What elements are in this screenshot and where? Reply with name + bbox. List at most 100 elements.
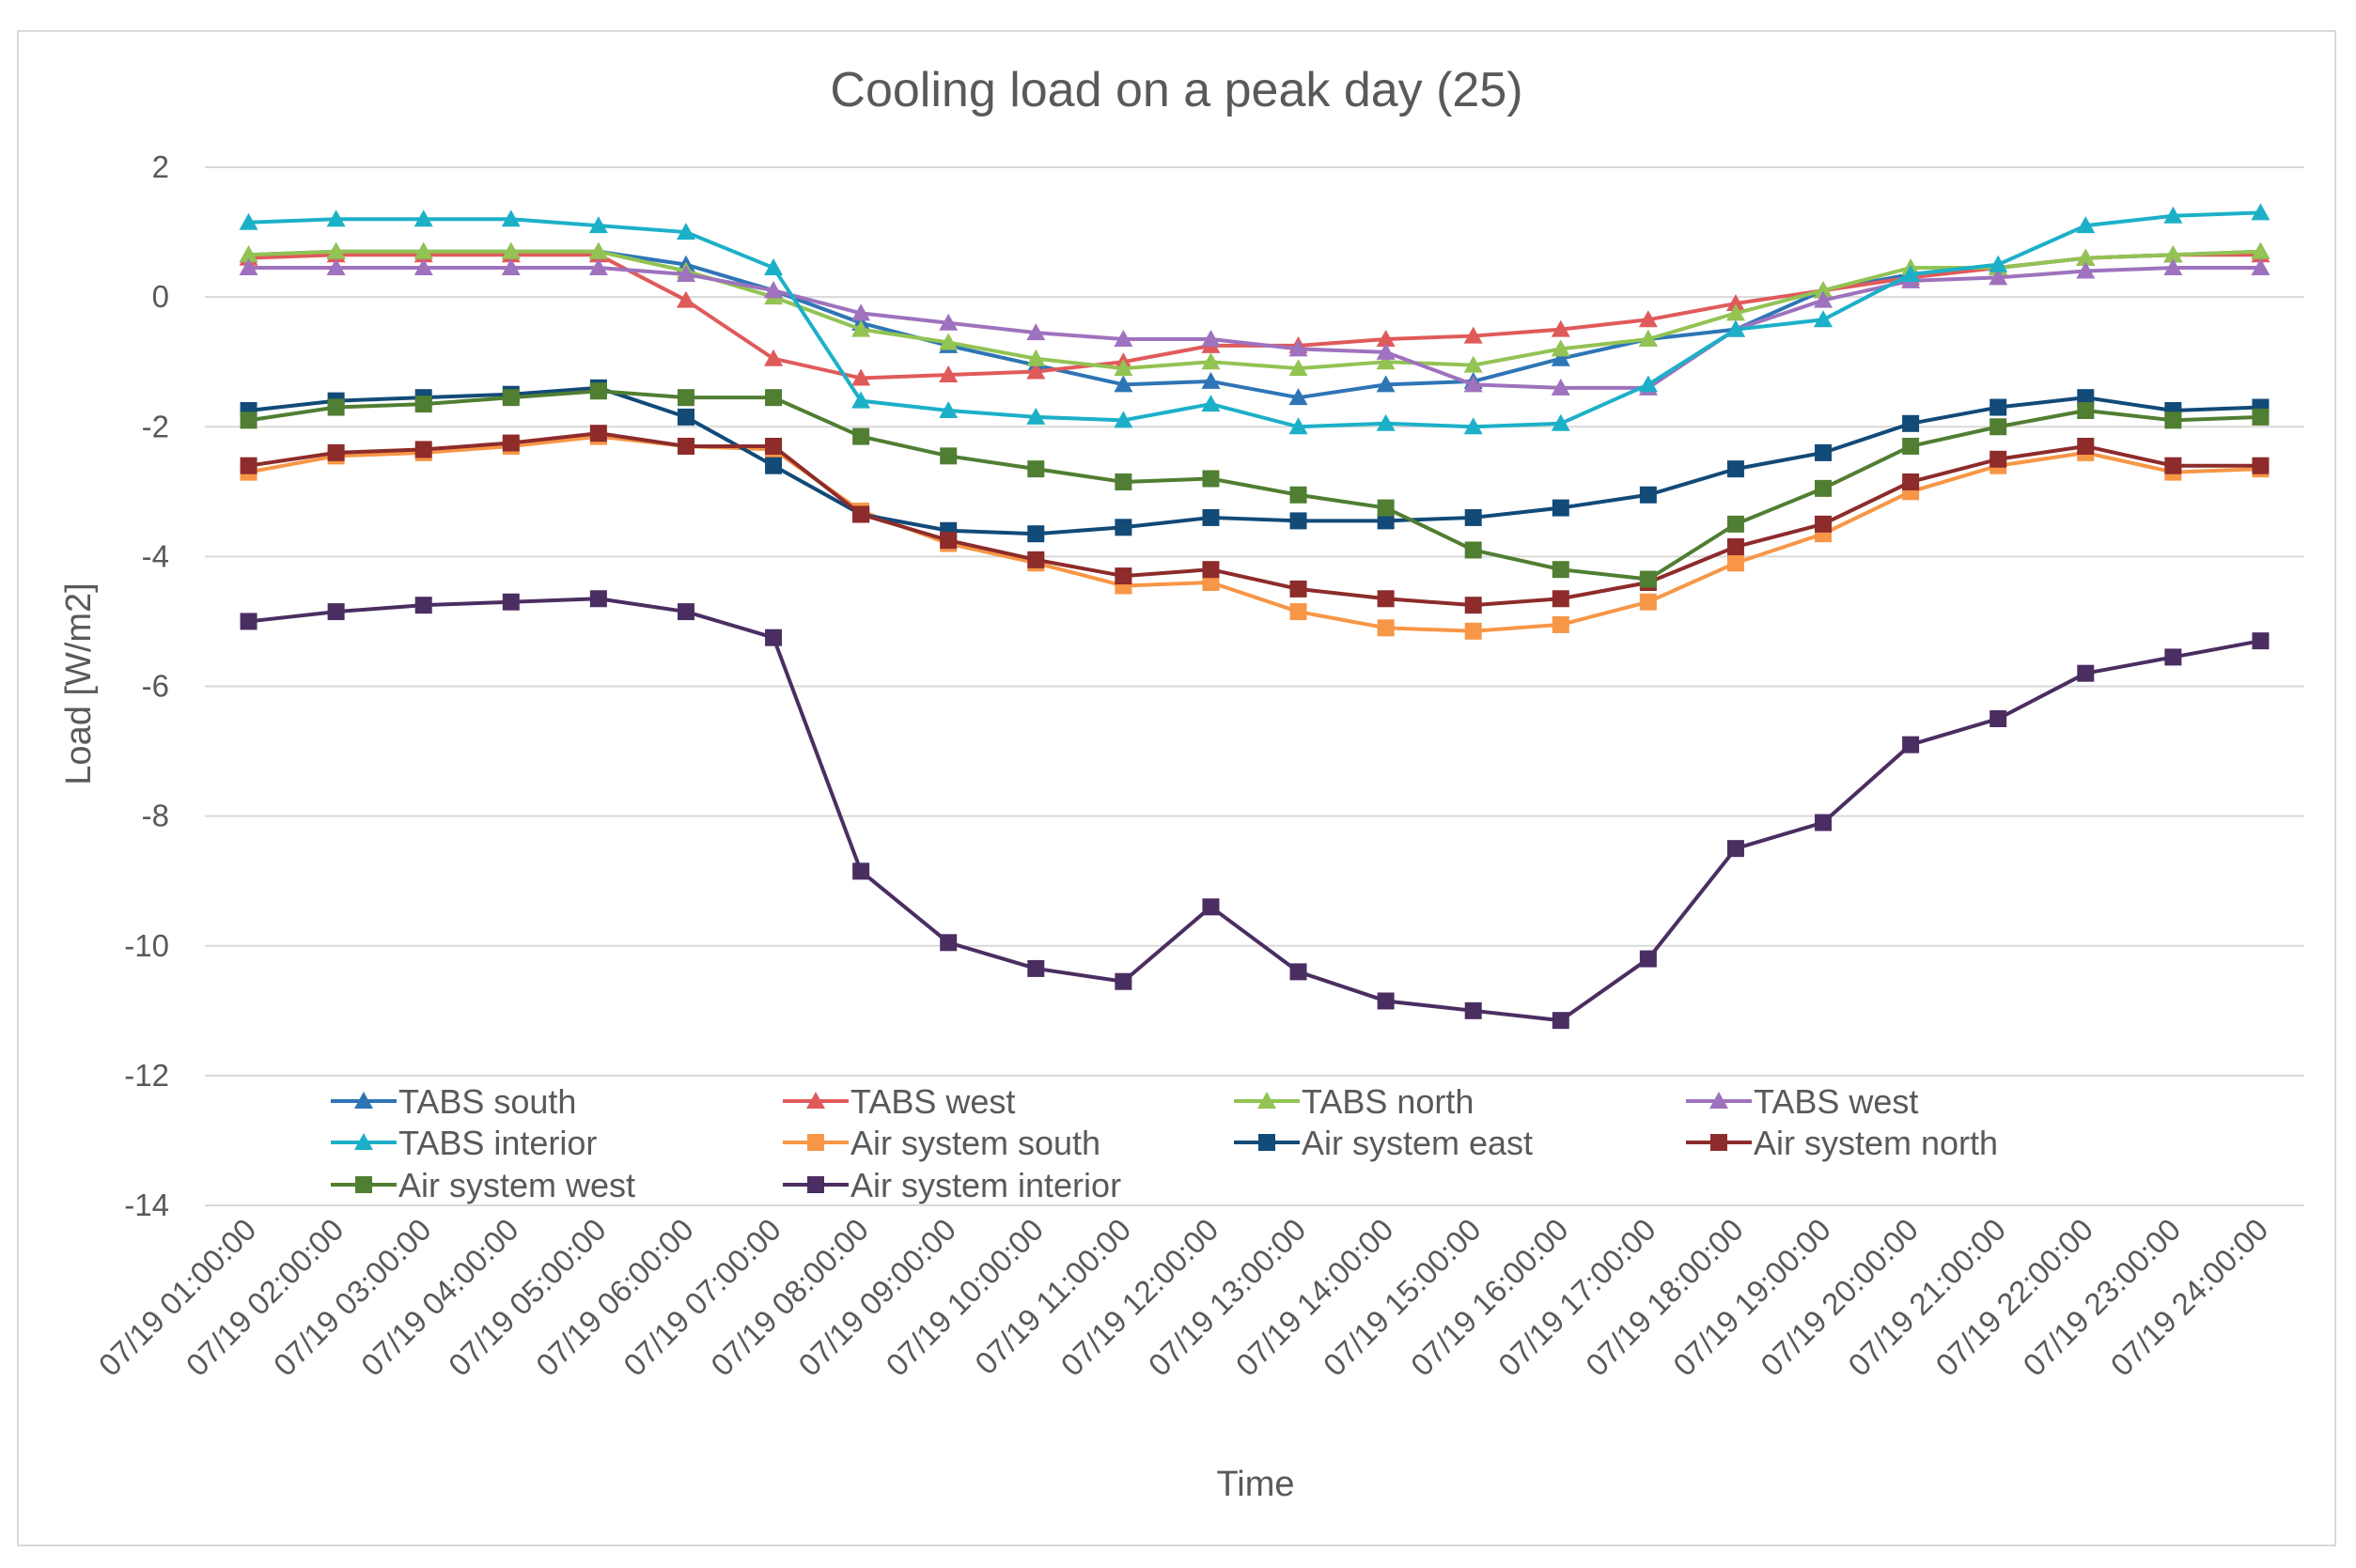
data-point bbox=[1989, 418, 2007, 436]
legend-item: Air system interior bbox=[783, 1166, 1121, 1204]
x-tick-label: 07/19 17:00:00 bbox=[1491, 1212, 1662, 1383]
y-tick-label: -10 bbox=[124, 928, 169, 963]
data-point bbox=[2077, 401, 2095, 419]
legend-item: TABS south bbox=[331, 1082, 576, 1121]
series-line bbox=[248, 210, 2261, 429]
data-point bbox=[677, 437, 694, 455]
series-tabs-north bbox=[239, 241, 2270, 377]
data-point bbox=[2076, 248, 2096, 266]
legend-label: TABS interior bbox=[398, 1124, 597, 1162]
data-point bbox=[588, 241, 608, 259]
data-point bbox=[940, 934, 958, 952]
data-point bbox=[851, 319, 871, 337]
y-axis-title: Load [W/m2] bbox=[59, 582, 99, 784]
x-tick-label: 07/19 19:00:00 bbox=[1666, 1212, 1837, 1383]
data-point bbox=[1202, 574, 1220, 591]
data-point bbox=[1551, 349, 1570, 366]
data-point bbox=[1376, 375, 1396, 393]
data-point bbox=[1814, 290, 1833, 308]
series-layer bbox=[239, 203, 2270, 1030]
series-air-system-east bbox=[240, 379, 2270, 543]
series-line bbox=[248, 597, 2261, 1023]
data-point bbox=[1115, 519, 1132, 536]
data-point bbox=[589, 425, 607, 442]
series-line bbox=[248, 389, 2261, 582]
y-tick-label: -2 bbox=[142, 409, 169, 443]
data-point bbox=[1551, 413, 1570, 431]
data-point bbox=[1115, 473, 1132, 490]
data-point bbox=[413, 210, 433, 227]
data-point bbox=[501, 210, 521, 227]
data-point bbox=[1464, 508, 1482, 526]
gridlines bbox=[205, 166, 2304, 1206]
data-point bbox=[1551, 378, 1570, 396]
data-point bbox=[851, 303, 871, 321]
x-tick-label: 07/19 06:00:00 bbox=[529, 1212, 700, 1383]
data-point bbox=[1377, 512, 1395, 530]
y-tick-label: -12 bbox=[124, 1058, 169, 1093]
y-tick-label: 2 bbox=[152, 149, 169, 184]
data-point bbox=[2076, 261, 2096, 279]
data-point bbox=[588, 216, 608, 234]
data-point bbox=[589, 382, 607, 400]
data-point bbox=[1725, 319, 1745, 337]
legend-label: Air system west bbox=[398, 1166, 635, 1204]
data-point bbox=[1377, 992, 1395, 1010]
data-point bbox=[1551, 319, 1570, 337]
data-point bbox=[1114, 411, 1133, 428]
data-point bbox=[1289, 512, 1307, 530]
data-point bbox=[414, 396, 432, 413]
data-point bbox=[1463, 355, 1483, 373]
series-line bbox=[248, 434, 2261, 633]
legend-swatch-marker bbox=[1257, 1092, 1276, 1109]
data-point bbox=[2164, 457, 2182, 474]
x-tick-label: 07/19 20:00:00 bbox=[1754, 1212, 1925, 1383]
data-point bbox=[1201, 330, 1221, 348]
legend-swatch-marker bbox=[354, 1092, 373, 1109]
data-point bbox=[1115, 567, 1132, 585]
series-tabs-interior bbox=[239, 203, 2270, 435]
legend-label: TABS west bbox=[850, 1082, 1015, 1121]
series-line bbox=[248, 249, 2261, 371]
data-point bbox=[327, 443, 345, 461]
data-point bbox=[1552, 561, 1569, 579]
data-point bbox=[1901, 264, 1921, 282]
data-point bbox=[1639, 486, 1657, 504]
legend-swatch-marker bbox=[806, 1092, 825, 1109]
data-point bbox=[939, 333, 959, 350]
data-point bbox=[2076, 216, 2096, 234]
chart-title: Cooling load on a peak day (25) bbox=[830, 63, 1522, 117]
data-point bbox=[1376, 413, 1396, 431]
data-point bbox=[1377, 590, 1395, 608]
data-point bbox=[1202, 508, 1220, 526]
data-point bbox=[413, 258, 433, 276]
legend-item: TABS west bbox=[1686, 1082, 1918, 1121]
data-point bbox=[1989, 268, 2008, 286]
data-point bbox=[1551, 339, 1570, 357]
data-point bbox=[851, 391, 871, 409]
data-point bbox=[1289, 580, 1307, 598]
data-point bbox=[1463, 417, 1483, 435]
data-point bbox=[1726, 460, 1744, 478]
data-point bbox=[239, 245, 258, 263]
data-point bbox=[589, 590, 607, 608]
series-air-system-west bbox=[240, 382, 2270, 588]
data-point bbox=[1376, 352, 1396, 370]
data-point bbox=[1464, 1001, 1482, 1019]
data-point bbox=[1202, 898, 1220, 916]
y-tick-label: -8 bbox=[142, 799, 169, 833]
data-point bbox=[1202, 561, 1220, 579]
series-line bbox=[248, 431, 2261, 608]
data-point bbox=[1638, 330, 1658, 348]
data-point bbox=[1201, 395, 1221, 412]
data-point bbox=[2252, 457, 2270, 474]
data-point bbox=[1288, 339, 1308, 357]
data-point bbox=[1814, 310, 1833, 328]
data-point bbox=[1027, 525, 1045, 543]
series-air-system-interior bbox=[240, 590, 2270, 1030]
data-point bbox=[1552, 1012, 1569, 1030]
legend-label: Air system interior bbox=[850, 1166, 1121, 1204]
data-point bbox=[1902, 437, 1920, 455]
